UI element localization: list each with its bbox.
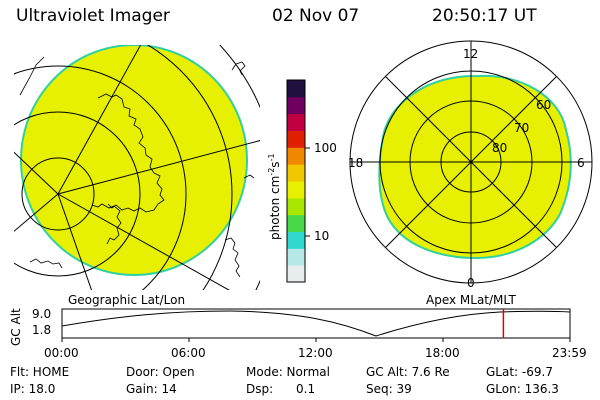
colorbar-segment <box>287 248 305 266</box>
time-label: 20:50:17 UT <box>432 6 537 26</box>
status-gain: Gain: 14 <box>126 382 177 396</box>
status-mode: Mode: Normal <box>246 365 330 379</box>
colorbar <box>287 80 305 283</box>
status-glat: GLat: -69.7 <box>486 365 553 379</box>
colorbar-frame <box>286 79 306 283</box>
colorbar-segment <box>287 197 305 216</box>
mlt-label-left: 18 <box>348 156 364 170</box>
timeline-xtick-label: 00:00 <box>44 346 79 360</box>
status-door: Door: Open <box>126 365 195 379</box>
mlt-spokes <box>350 41 592 283</box>
meridian <box>57 140 260 195</box>
colorbar-segment <box>287 214 305 232</box>
meridians <box>14 45 260 290</box>
meridian <box>14 151 59 195</box>
status-seq: Seq: 39 <box>366 382 412 396</box>
coastline <box>29 258 63 269</box>
geographic-map <box>14 45 260 290</box>
colorbar-tick-label-10: 10 <box>314 229 330 243</box>
status-flight: Flt: HOME <box>10 365 70 379</box>
timeline-ylabel: GC Alt <box>9 308 23 346</box>
unit-exp2: -1 <box>267 153 276 162</box>
timeline-xtick-label: 12:00 <box>298 346 333 360</box>
mlt-label-right: 6 <box>577 156 585 170</box>
lat-ring <box>14 65 187 290</box>
colorbar-segment <box>287 130 305 148</box>
unit-base: photon cm <box>268 175 282 240</box>
mlt-label-top: 12 <box>463 47 479 61</box>
meridian <box>14 193 59 232</box>
colorbar-segment <box>287 113 305 131</box>
mlat-label-70: 70 <box>514 121 530 135</box>
lat-ring <box>146 45 233 290</box>
mlat-label-60: 60 <box>536 98 552 112</box>
instrument-title: Ultraviolet Imager <box>16 6 170 26</box>
timeline-ytick-bottom: 1.8 <box>32 323 52 337</box>
apex-caption: Apex MLat/MLT <box>426 293 516 307</box>
status-glon: GLon: 136.3 <box>486 382 559 396</box>
colorbar-tick-label-100: 100 <box>314 141 337 155</box>
altitude-timeline <box>61 308 571 342</box>
mlt-spoke <box>385 76 557 248</box>
geographic-caption: Geographic Lat/Lon <box>68 293 186 307</box>
colorbar-segment <box>287 147 305 165</box>
coastline <box>97 93 165 213</box>
timeline-frame <box>61 308 571 339</box>
mlat-label-80: 80 <box>492 141 508 155</box>
latitude-rings <box>14 45 260 290</box>
mlt-label-bottom: 0 <box>467 276 475 290</box>
status-dsp: Dsp: 0.1 <box>246 382 316 396</box>
colorbar-unit-label: photon cm-2s-1 <box>267 153 282 240</box>
timeline-ytick-top: 9.0 <box>32 307 52 321</box>
colorbar-segment <box>287 231 305 249</box>
coastline <box>91 203 122 245</box>
geo-aurora-disk <box>20 45 248 276</box>
lat-ring <box>21 157 95 231</box>
colorbar-segment <box>287 96 305 115</box>
date-label: 02 Nov 07 <box>272 6 360 26</box>
coastline <box>243 174 255 179</box>
lat-ring <box>14 111 141 277</box>
meridian <box>57 45 142 195</box>
status-gc-alt: GC Alt: 7.6 Re <box>366 365 450 379</box>
status-ip: IP: 18.0 <box>10 382 56 396</box>
colorbar-segment <box>287 164 305 182</box>
timeline-xtick-label: 18:00 <box>425 346 460 360</box>
altitude-curve <box>61 310 571 337</box>
meridian <box>57 193 93 290</box>
coastline <box>224 237 241 278</box>
colorbar-segment <box>287 265 305 283</box>
unit-exp1: -2 <box>267 167 276 176</box>
timeline-xtick-label: 23:59 <box>552 346 587 360</box>
polar-aurora-oval <box>378 74 572 260</box>
unit-mid: s <box>268 161 282 168</box>
timeline-xticks <box>61 338 571 342</box>
polar-map <box>349 40 593 284</box>
colorbar-segment <box>287 181 305 199</box>
coastline <box>19 56 45 96</box>
colorbar-segment <box>287 80 305 98</box>
coastline <box>231 61 246 76</box>
meridian <box>57 193 230 290</box>
timeline-xtick-label: 06:00 <box>171 346 206 360</box>
coastlines <box>19 56 255 278</box>
